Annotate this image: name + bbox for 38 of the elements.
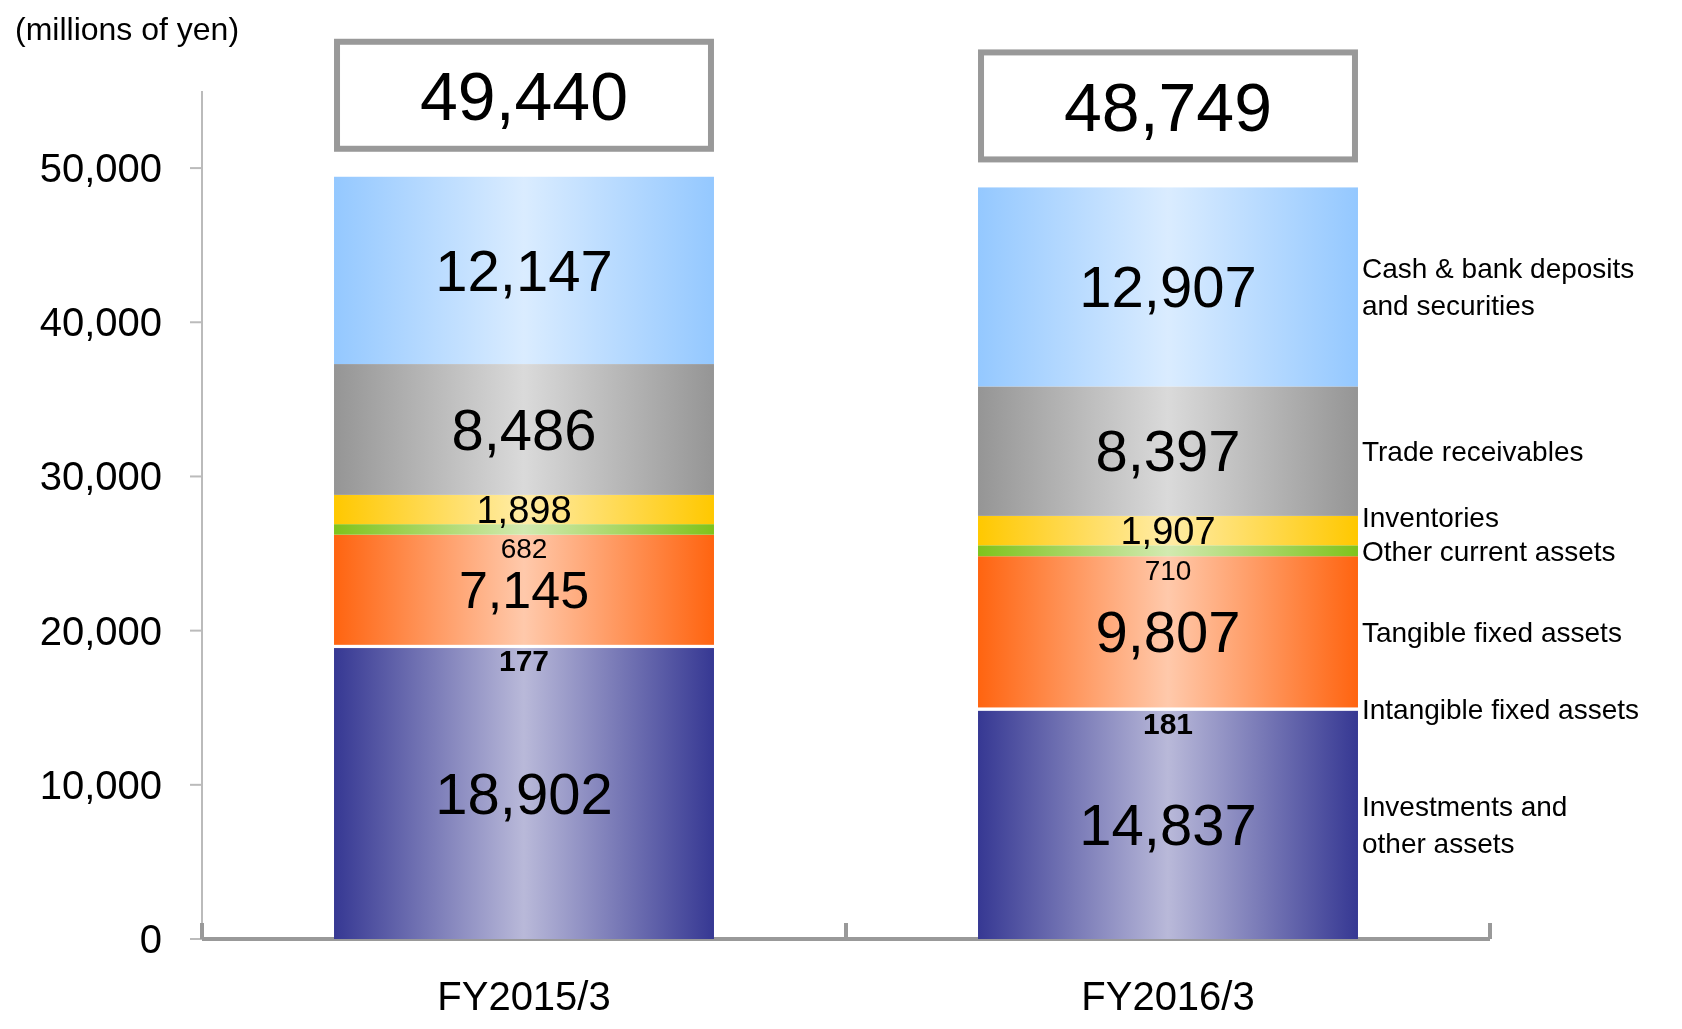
bar (978, 386, 1358, 516)
y-tick-label: 0 (139, 917, 162, 961)
bar (334, 176, 714, 365)
bar (978, 187, 1358, 387)
bar (978, 710, 1358, 939)
series-label: Investments and other assets (1361, 790, 1568, 859)
data-label: 1,907 (1120, 509, 1216, 552)
data-label: 9,807 (1095, 599, 1241, 665)
x-tick-label: FY2015/3 (437, 974, 611, 1018)
y-tick-label: 30,000 (39, 454, 162, 499)
data-label: 181 (1142, 706, 1194, 740)
bar (978, 556, 1358, 708)
x-tick-label: FY2016/3 (1081, 974, 1255, 1018)
data-label: 177 (498, 644, 550, 678)
data-label: 18,902 (435, 760, 613, 826)
series-label: Inventories (1361, 501, 1499, 533)
series-label: Tangible fixed assets (1361, 616, 1622, 648)
total-label: 48,749 (1064, 68, 1272, 145)
y-tick-label: 20,000 (39, 608, 162, 653)
series-label: Cash & bank deposits and securities (1361, 253, 1635, 322)
y-tick-label: 10,000 (39, 762, 162, 807)
bar (334, 647, 714, 939)
data-label: 710 (1144, 555, 1192, 587)
data-label: 12,907 (1079, 254, 1257, 320)
bar (334, 534, 714, 645)
series-label: Intangible fixed assets (1361, 693, 1640, 725)
y-tick-label: 50,000 (39, 146, 162, 191)
data-label: 12,147 (435, 237, 613, 303)
data-label: 1,898 (476, 488, 572, 531)
series-label: Trade receivables (1361, 435, 1584, 467)
data-label: 8,486 (451, 396, 597, 462)
y-axis-title: (millions of yen) (15, 11, 240, 47)
series-label: Other current assets (1361, 535, 1616, 567)
data-label: 14,837 (1079, 791, 1257, 857)
total-label: 49,440 (420, 58, 628, 135)
y-tick-label: 40,000 (39, 300, 162, 345)
bar (334, 364, 714, 495)
data-label: 8,397 (1095, 418, 1241, 484)
